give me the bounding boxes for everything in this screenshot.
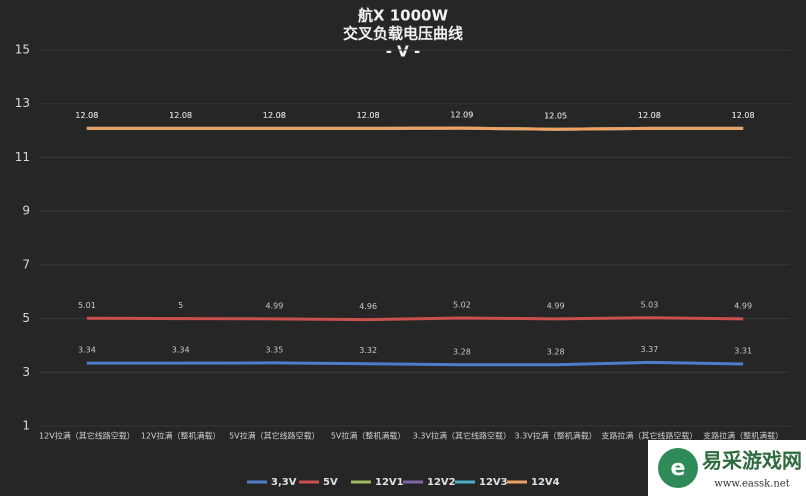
data-label: 3.34 <box>172 346 190 355</box>
x-tick-label: 支路拉满（其它线路空载） <box>601 431 697 441</box>
y-tick-label: 5 <box>22 311 30 325</box>
x-tick-label: 5V拉满（整机满载） <box>331 431 406 441</box>
watermark: e 易采游戏网 www.eassk.net <box>648 440 806 496</box>
x-tick-label: 12V拉满（整机满载） <box>141 431 221 441</box>
data-label: 12.08 <box>75 111 98 120</box>
data-label: 12.08 <box>732 111 755 120</box>
legend-label: 12V4 <box>531 477 560 488</box>
data-label: 12.08 <box>75 111 98 120</box>
legend-label: 5V <box>323 477 338 488</box>
data-label: 3.35 <box>265 345 283 354</box>
data-label: 3.28 <box>453 347 471 356</box>
data-label: 12.08 <box>357 111 380 120</box>
data-label: 12.08 <box>732 111 755 120</box>
data-label: 12.08 <box>75 111 98 120</box>
data-label: 12.08 <box>263 111 286 120</box>
data-label: 12.09 <box>450 111 473 120</box>
y-tick-label: 11 <box>15 150 30 164</box>
data-label: 4.99 <box>547 301 565 310</box>
x-tick-label: 3.3V拉满（整机满载） <box>515 431 597 441</box>
data-label: 12.08 <box>357 111 380 120</box>
data-label: 12.08 <box>732 111 755 120</box>
data-label: 3.34 <box>78 346 96 355</box>
unit-label: - V - <box>386 43 421 61</box>
legend-label: 12V2 <box>427 477 456 488</box>
data-label: 3.32 <box>359 346 377 355</box>
x-tick-label: 5V拉满（其它线路空载） <box>229 431 320 441</box>
y-tick-label: 13 <box>15 96 30 110</box>
data-label: 12.08 <box>638 111 661 120</box>
data-label: 12.05 <box>544 112 567 121</box>
data-label: 4.99 <box>265 301 283 310</box>
data-label: 12.08 <box>357 111 380 120</box>
data-label: 4.99 <box>734 301 752 310</box>
legend-label: 3,3V <box>271 477 297 488</box>
series-line <box>86 360 744 367</box>
chart-title: 航X 1000W <box>358 7 449 25</box>
data-label: 3.37 <box>640 345 658 354</box>
data-label: 5.02 <box>453 301 471 310</box>
data-label: 12.08 <box>263 111 286 120</box>
watermark-logo-letter: e <box>671 456 686 481</box>
y-tick-label: 1 <box>22 419 30 433</box>
data-label: 12.08 <box>169 111 192 120</box>
data-label: 12.08 <box>732 111 755 120</box>
data-label: 12.08 <box>638 111 661 120</box>
legend-label: 12V3 <box>479 477 508 488</box>
x-tick-label: 3.3V拉满（其它线路空载） <box>413 431 511 441</box>
data-label: 12.08 <box>263 111 286 120</box>
legend-label: 12V1 <box>375 477 404 488</box>
y-tick-label: 7 <box>22 257 30 271</box>
data-label: 12.05 <box>544 112 567 121</box>
data-label: 12.08 <box>263 111 286 120</box>
chart-subtitle: 交叉负载电压曲线 <box>343 25 463 43</box>
data-label: 12.09 <box>450 111 473 120</box>
data-label: 5.01 <box>78 301 96 310</box>
data-label: 12.09 <box>450 111 473 120</box>
y-tick-label: 15 <box>15 43 30 57</box>
data-label: 5.03 <box>640 300 658 309</box>
data-label: 12.08 <box>169 111 192 120</box>
x-tick-label: 12V拉满（其它线路空载） <box>39 431 135 441</box>
data-label: 12.08 <box>75 111 98 120</box>
data-label: 12.08 <box>169 111 192 120</box>
data-label: 12.08 <box>638 111 661 120</box>
watermark-url: www.eassk.net <box>714 479 789 490</box>
y-tick-label: 3 <box>22 365 30 379</box>
series-line <box>86 126 744 131</box>
data-label: 5 <box>178 301 183 310</box>
data-label: 3.31 <box>734 346 752 355</box>
data-label: 3.28 <box>547 347 565 356</box>
data-label: 4.96 <box>359 302 377 311</box>
data-label: 12.08 <box>169 111 192 120</box>
x-tick-label: 支路拉满（整机满载） <box>703 431 783 441</box>
data-label: 12.05 <box>544 112 567 121</box>
data-label: 12.08 <box>357 111 380 120</box>
y-tick-label: 9 <box>22 204 30 218</box>
data-label: 12.09 <box>450 111 473 120</box>
watermark-title: 易采游戏网 <box>702 449 802 473</box>
data-label: 12.08 <box>638 111 661 120</box>
series-line <box>86 316 744 322</box>
data-label: 12.05 <box>544 112 567 121</box>
watermark-logo <box>658 448 698 488</box>
